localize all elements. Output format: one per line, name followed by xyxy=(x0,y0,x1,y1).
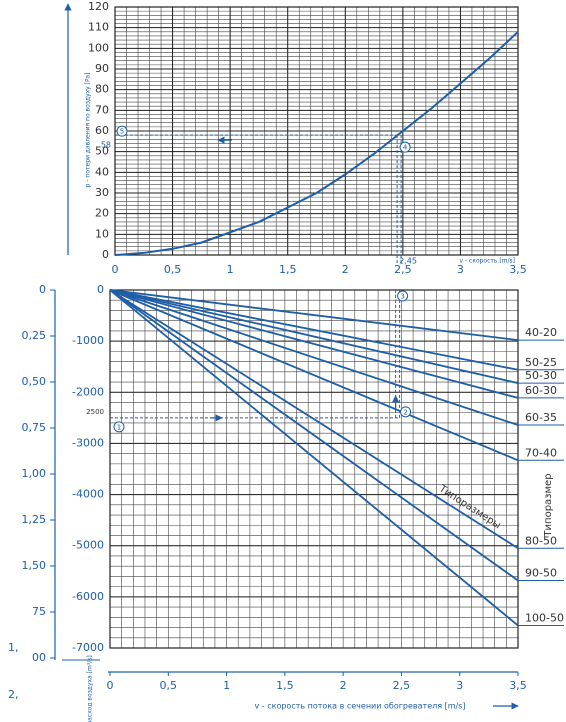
y-tick-label: 10 xyxy=(95,227,109,240)
series-label: 60-35 xyxy=(525,411,557,424)
x-tick-label: 1 xyxy=(227,263,234,276)
y-tick-label: 110 xyxy=(88,21,109,34)
y-tick-label: -5000 xyxy=(72,539,104,552)
x-tick-label: 0,5 xyxy=(160,679,178,692)
x-tick-label: 3 xyxy=(456,679,463,692)
y2-tick-label: 00 xyxy=(32,651,46,664)
y2-tick-label: 0,50 xyxy=(22,375,47,388)
y2-tick-label: 0,75 xyxy=(22,421,47,434)
y-tick-label: -2000 xyxy=(72,385,104,398)
size-line xyxy=(109,289,519,426)
size-line xyxy=(109,289,519,342)
x-tick-label: 1,5 xyxy=(276,679,294,692)
step-circle xyxy=(400,406,412,418)
y2-tick-label: 1,00 xyxy=(22,467,47,480)
size-line xyxy=(109,289,519,462)
x-tick-label: 0 xyxy=(107,679,114,692)
y-tick-label: 120 xyxy=(88,0,109,13)
y2-tick-label: 0,25 xyxy=(22,329,47,342)
step-circle xyxy=(397,290,409,302)
plot-frame xyxy=(114,6,519,256)
pressure-curve xyxy=(114,31,519,256)
y-tick-label: 60 xyxy=(95,124,109,137)
series-label: 70-40 xyxy=(525,446,557,459)
y-tick-label: 20 xyxy=(95,207,109,220)
y-tick-label: -7000 xyxy=(72,641,104,654)
y-axis-label: p - потери давления по воздуху [Pa] xyxy=(85,73,92,188)
step-number: 5 xyxy=(120,128,124,136)
y-tick-label: 50 xyxy=(95,145,109,158)
x-tick-label: 2,5 xyxy=(394,263,412,276)
x-tick-label: 1,5 xyxy=(279,263,297,276)
x-tick-label: 2 xyxy=(340,679,347,692)
y-tick-label: 40 xyxy=(95,165,109,178)
y-tick-label: 90 xyxy=(95,62,109,75)
step-circle xyxy=(116,125,128,137)
y2-tick-label: 75 xyxy=(32,605,46,618)
step-number: 1 xyxy=(117,423,121,431)
size-line xyxy=(109,289,519,627)
marker-x-label: 2,45 xyxy=(399,257,417,266)
x-axis-label: v - скорость [m/s] xyxy=(459,258,515,265)
plot-frame xyxy=(109,289,519,649)
x-tick-label: 2,5 xyxy=(393,679,411,692)
x-tick-label: 0,5 xyxy=(164,263,182,276)
y2-tick-label: 1,50 xyxy=(22,559,47,572)
y2-tick-label: 0 xyxy=(39,283,46,296)
step-number: 3 xyxy=(400,293,404,301)
series-label: 80-50 xyxy=(525,534,557,547)
y-tick-label: 30 xyxy=(95,186,109,199)
x-tick-label: 3 xyxy=(457,263,464,276)
y-tick-label: -4000 xyxy=(72,488,104,501)
series-label: 40-20 xyxy=(525,326,557,339)
step-circle xyxy=(399,141,411,153)
x-tick-label: 3,5 xyxy=(509,679,527,692)
series-label: 50-30 xyxy=(525,369,557,382)
series-label: 100-50 xyxy=(525,611,564,624)
size-line xyxy=(109,289,519,550)
y2-axis-label: V - расход воздуха [m³/s] xyxy=(87,655,94,722)
x-tick-label: 3,5 xyxy=(509,263,527,276)
series-label: 50-25 xyxy=(525,356,557,369)
x-axis-label: v - скорость потока в сечении обогревате… xyxy=(255,702,466,711)
y-tick-label: 100 xyxy=(88,41,109,54)
series-label: 90-50 xyxy=(525,566,557,579)
y-tick-label: 80 xyxy=(95,83,109,96)
step-circle xyxy=(113,421,125,433)
y-tick-label: -6000 xyxy=(72,590,104,603)
step-number: 4 xyxy=(403,144,408,152)
row-label: 2, xyxy=(8,688,19,701)
size-line xyxy=(109,289,519,582)
y-tick-label: -3000 xyxy=(72,436,104,449)
size-line xyxy=(109,289,519,371)
size-line xyxy=(109,289,519,399)
y2-tick-label: 1,25 xyxy=(22,513,47,526)
row-label: 1, xyxy=(8,641,19,654)
group-label: Типоразмеры xyxy=(436,483,502,531)
size-label: Типоразмер xyxy=(543,473,554,537)
step-number: 2 xyxy=(403,408,407,416)
y-tick-label: 70 xyxy=(95,103,109,116)
x-tick-label: 0 xyxy=(112,263,119,276)
series-label: 60-30 xyxy=(525,384,557,397)
size-line xyxy=(109,289,519,384)
y-tick-label: 0 xyxy=(102,248,109,261)
y-tick-label: -1000 xyxy=(72,334,104,347)
x-tick-label: 2 xyxy=(342,263,349,276)
x-tick-label: 1 xyxy=(223,679,230,692)
y-tick-label: 0 xyxy=(97,283,104,296)
marker-y-label: 2500 xyxy=(86,408,104,416)
marker-y-label: 58 xyxy=(101,141,111,150)
